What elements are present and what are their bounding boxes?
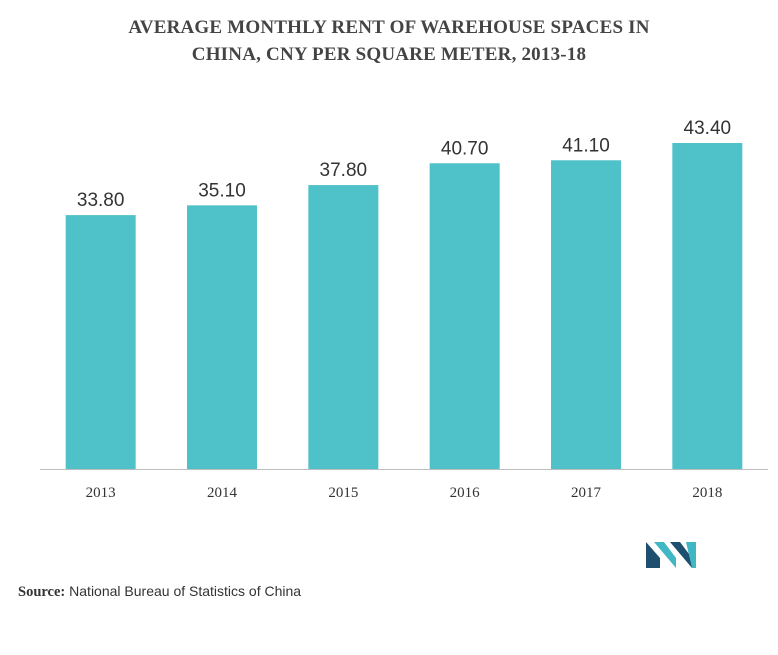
value-label-2016: 40.70 [441, 138, 489, 159]
bar-2013 [65, 215, 136, 469]
source-label: Source: [18, 584, 66, 600]
value-label-2018: 43.40 [684, 118, 732, 139]
chart-title: AVERAGE MONTHLY RENT OF WAREHOUSE SPACES… [20, 14, 758, 68]
value-label-2015: 37.80 [320, 160, 368, 181]
source-text: National Bureau of Statistics of China [69, 583, 302, 599]
x-tick-label-2017: 2017 [571, 485, 602, 501]
x-tick-labels-group: 2013 2014 2015 2016 2017 2018 [86, 485, 723, 501]
bar-2016 [429, 163, 500, 469]
mordor-intelligence-logo-icon [646, 542, 696, 568]
bar-2015 [308, 185, 379, 469]
x-tick-label-2013: 2013 [86, 485, 116, 501]
value-labels-group: 33.80 35.10 37.80 40.70 41.10 43.40 [77, 118, 731, 211]
bar-2018 [672, 143, 743, 469]
chart-title-line-2: CHINA, CNY PER SQUARE METER, 2013-18 [191, 44, 587, 65]
value-label-2014: 35.10 [198, 180, 246, 201]
bar-2017 [551, 160, 621, 470]
bars-group [65, 143, 743, 470]
value-label-2013: 33.80 [77, 190, 125, 211]
x-tick-label-2014: 2014 [207, 485, 238, 501]
bar-2014 [187, 205, 257, 469]
x-tick-label-2015: 2015 [328, 485, 358, 501]
source-note: Source: National Bureau of Statistics of… [18, 583, 301, 601]
x-tick-label-2018: 2018 [692, 485, 722, 501]
x-tick-label-2016: 2016 [450, 485, 481, 501]
value-label-2017: 41.10 [562, 135, 610, 156]
chart-title-line-1: AVERAGE MONTHLY RENT OF WAREHOUSE SPACES… [128, 17, 650, 38]
